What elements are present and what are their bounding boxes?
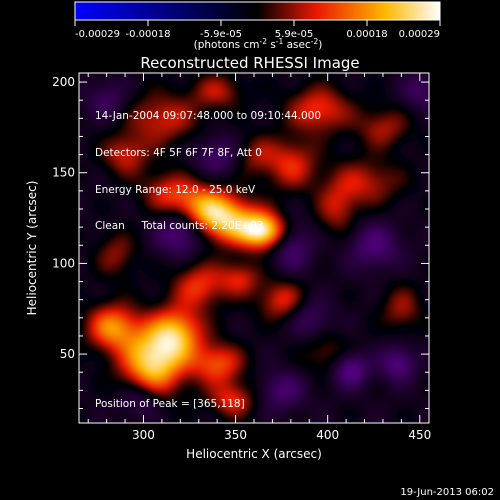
- y-tick-label: 50: [60, 347, 75, 361]
- detectors: Detectors: 4F 5F 6F 7F 8F, Att 0: [95, 147, 262, 159]
- x-axis-label: Heliocentric X (arcsec): [186, 447, 322, 461]
- energy-range: Energy Range: 12.0 - 25.0 keV: [95, 183, 256, 196]
- peak-position: Position of Peak = [365,118]: [95, 398, 245, 410]
- time-range: 14-Jan-2004 09:07:48.000 to 09:10:44.000: [95, 110, 322, 123]
- x-tick-label: 400: [316, 428, 339, 442]
- colorbar-tick-label: -5.9e-05: [200, 29, 242, 40]
- observation-info: 14-Jan-2004 09:07:48.000 to 09:10:44.000…: [95, 86, 321, 245]
- y-tick-label: 200: [52, 75, 75, 89]
- colorbar-unit-label: (photons cm-2 s-1 asec-2): [194, 37, 323, 51]
- heatmap-image: [79, 73, 429, 423]
- colorbar-tick-label: -0.00029: [75, 29, 120, 40]
- colorbar-frame: [74, 1, 441, 21]
- colorbar: [75, 2, 440, 20]
- y-tick-label: 100: [52, 256, 75, 270]
- clean-counts: Clean Total counts: 2.20E+03: [95, 220, 264, 233]
- y-tick-label: 150: [52, 166, 75, 180]
- y-axis-label: Heliocentric Y (arcsec): [25, 181, 39, 316]
- x-tick-label: 300: [132, 428, 155, 442]
- colorbar-tick-label: -0.00018: [126, 29, 171, 40]
- colorbar-tick-label: 0.00018: [346, 29, 387, 40]
- colorbar-tick-label: 0.00029: [399, 29, 440, 40]
- x-tick-label: 350: [224, 428, 247, 442]
- colorbar-tick-label: 5.9e-05: [275, 29, 313, 40]
- colorbar-ticks: -0.00029 -0.00018 -5.9e-05 5.9e-05 0.00018 0.…: [74, 20, 441, 40]
- chart-title: Reconstructed RHESSI Image: [140, 54, 359, 72]
- axis-ticks: 300 350 400 450 50 100 150 200: [52, 73, 431, 442]
- x-tick-label: 450: [408, 428, 431, 442]
- datestamp: 19-Jun-2013 06:02: [400, 487, 494, 498]
